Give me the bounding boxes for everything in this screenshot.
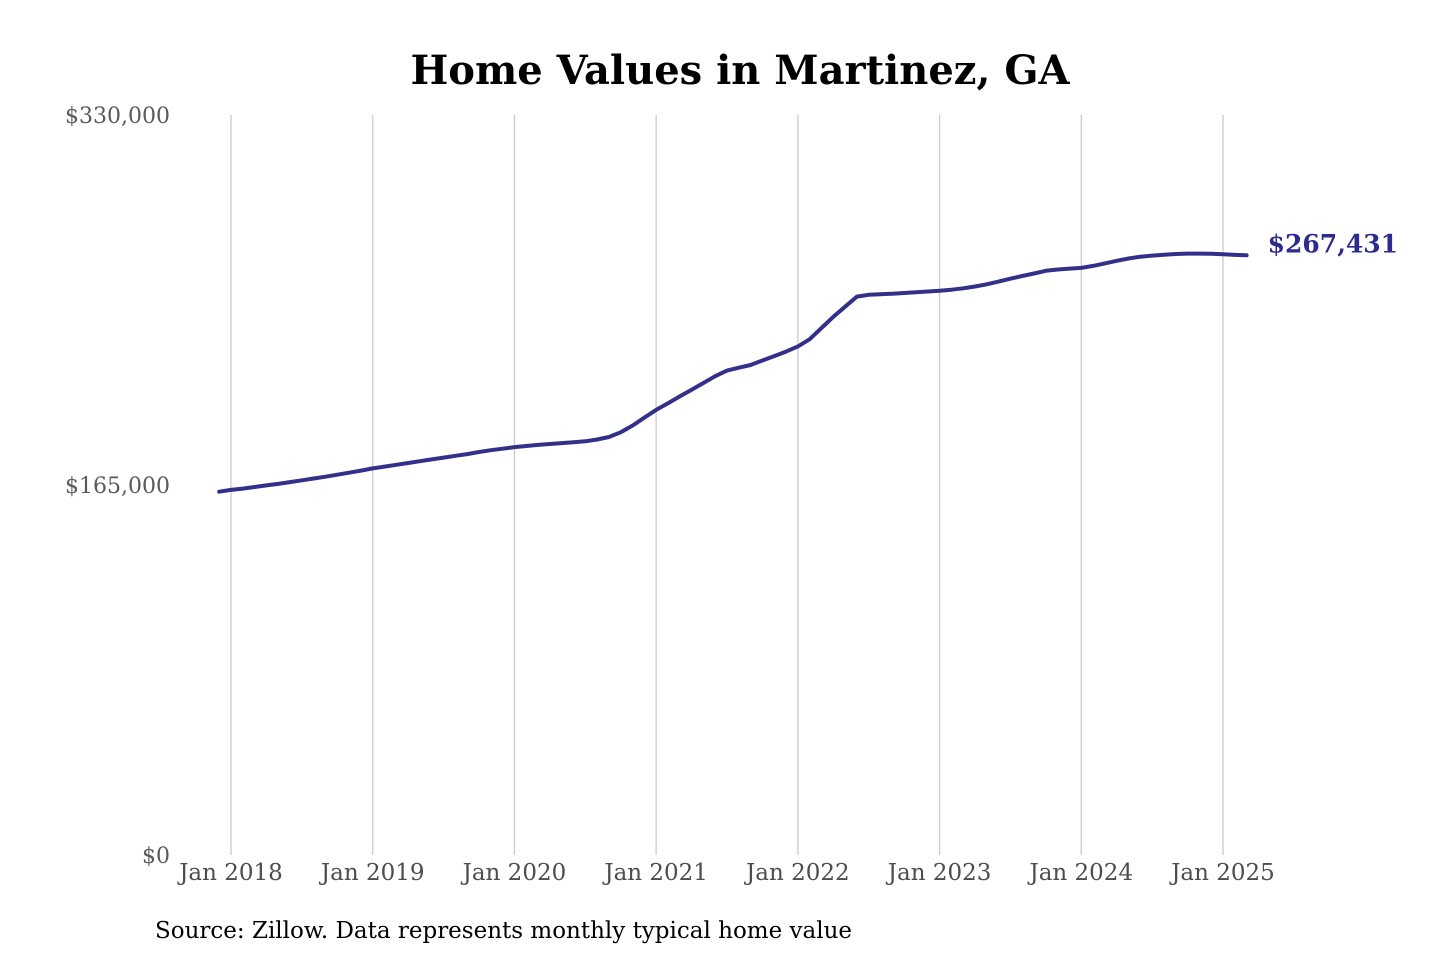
- x-axis-tick-label: Jan 2023: [886, 860, 992, 886]
- current-value-label: $267,431: [1268, 229, 1398, 258]
- gridlines-group: [230, 115, 1224, 855]
- x-axis-tick-label: Jan 2022: [744, 860, 850, 886]
- x-axis-tick-label: Jan 2020: [461, 860, 567, 886]
- chart-title: Home Values in Martinez, GA: [410, 47, 1070, 94]
- x-axis-tick-label: Jan 2024: [1027, 860, 1133, 886]
- y-axis-tick-label: $165,000: [65, 474, 170, 499]
- x-axis-tick-label: Jan 2018: [177, 860, 283, 886]
- home-value-line: [217, 251, 1249, 494]
- series-group: $267,431: [217, 229, 1398, 494]
- source-note: Source: Zillow. Data represents monthly …: [155, 918, 852, 944]
- x-axis-tick-label: Jan 2025: [1169, 860, 1275, 886]
- x-axis-tick-label: Jan 2021: [602, 860, 708, 886]
- y-axis-labels-group: $0 $165,000 $330,000: [65, 104, 170, 869]
- x-axis-tick-label: Jan 2019: [319, 860, 425, 886]
- x-axis-labels-group: Jan 2018 Jan 2019 Jan 2020 Jan 2021 Jan 2022…: [177, 860, 1275, 886]
- y-axis-tick-label: $330,000: [65, 104, 170, 129]
- y-axis-tick-label: $0: [142, 844, 170, 869]
